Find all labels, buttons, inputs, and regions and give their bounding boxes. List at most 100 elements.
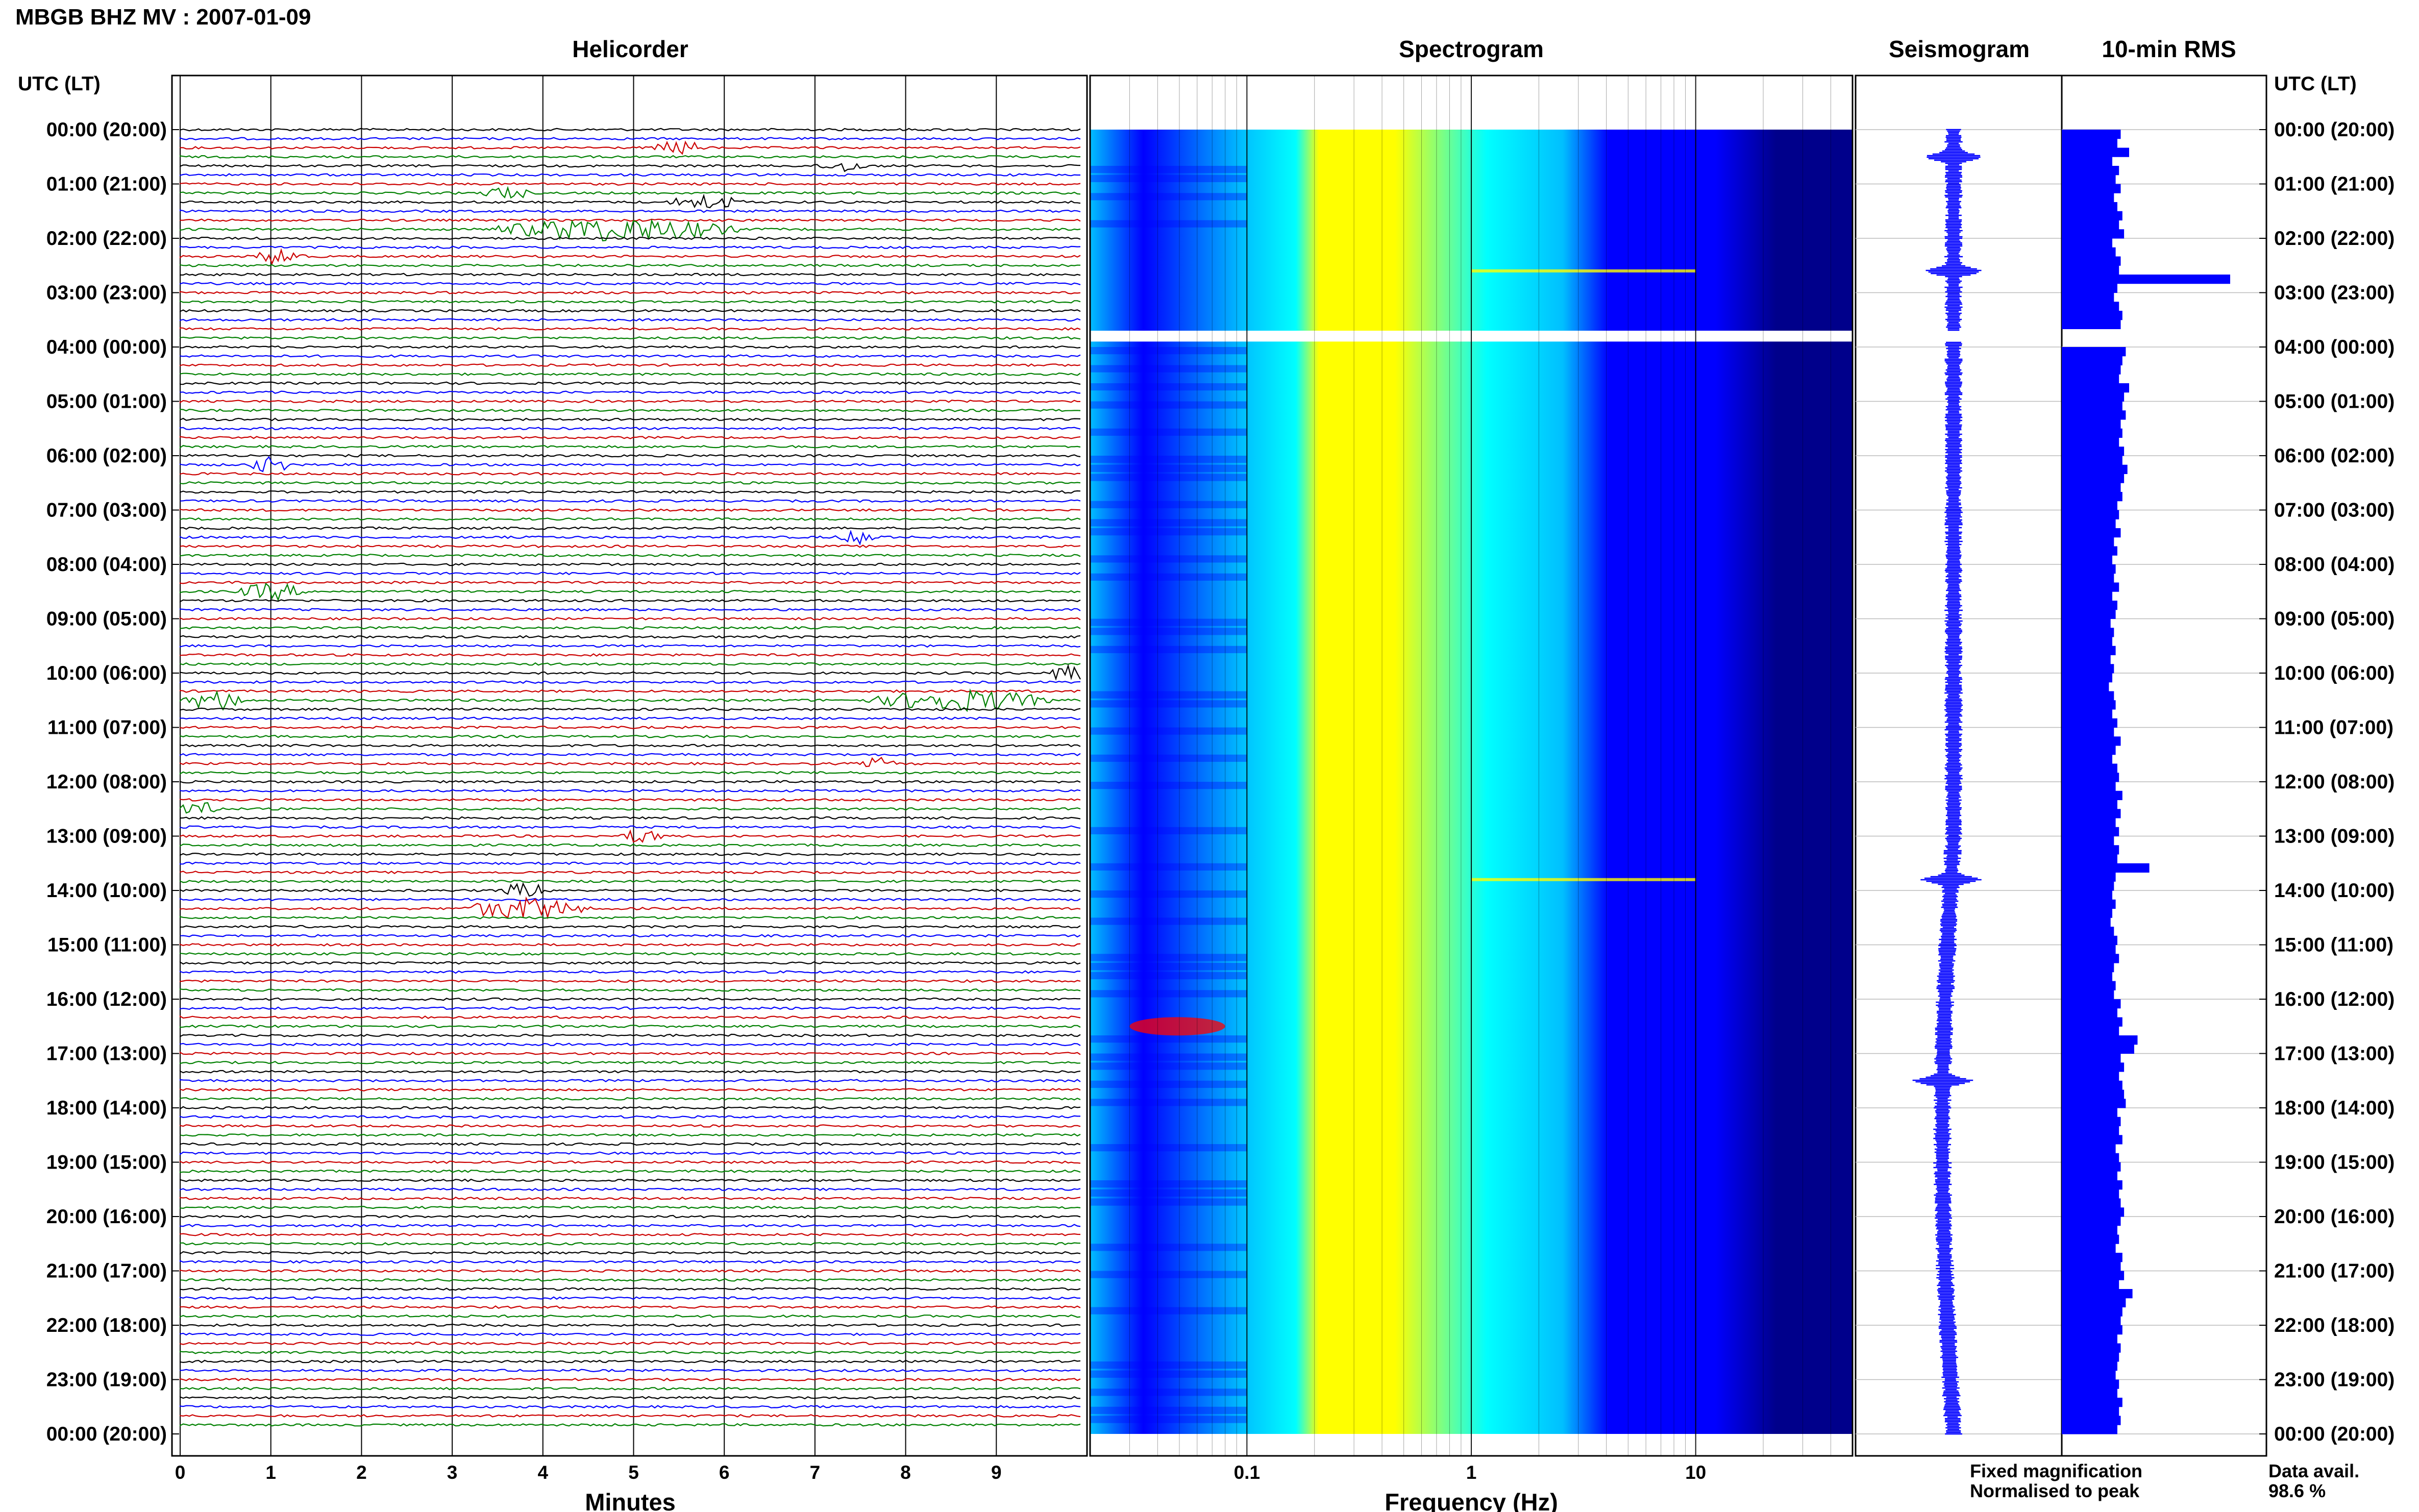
- spectrogram-texture: [1090, 401, 1247, 409]
- rms-bar: [2062, 501, 2117, 510]
- rms-bar: [2062, 990, 2114, 1000]
- rms-bar: [2062, 1153, 2119, 1162]
- rms-bar: [2062, 1389, 2117, 1398]
- time-label-right: 02:00 (22:00): [2274, 228, 2395, 250]
- spectrogram-texture: [1090, 1189, 1247, 1197]
- spectrogram-texture: [1090, 464, 1247, 472]
- rms-bar: [2062, 302, 2119, 311]
- spectrogram-texture: [1090, 963, 1247, 971]
- frequency-tick-label: 1: [1466, 1462, 1477, 1483]
- spectrogram-feature: [1471, 269, 1696, 272]
- rms-bar: [2062, 1253, 2122, 1262]
- rms-bar: [2062, 283, 2117, 293]
- time-label-right: 09:00 (05:00): [2274, 608, 2395, 630]
- rms-bar: [2062, 392, 2125, 402]
- rms-bar: [2062, 138, 2117, 148]
- helicorder-trace: [179, 1314, 1081, 1318]
- minute-tick-label: 9: [991, 1462, 1002, 1483]
- helicorder-trace: [179, 327, 1081, 331]
- helicorder-trace: [179, 400, 1080, 404]
- helicorder-trace: [179, 689, 1081, 693]
- rms-bar: [2062, 447, 2125, 456]
- rms-bar: [2062, 1108, 2117, 1118]
- time-label-right: 00:00 (20:00): [2274, 119, 2395, 141]
- rms-bar: [2062, 1298, 2126, 1307]
- rms-bar: [2062, 646, 2116, 655]
- spectrogram-texture: [1090, 863, 1247, 871]
- time-label-right: 22:00 (18:00): [2274, 1315, 2395, 1336]
- spectrogram-texture: [1090, 456, 1247, 463]
- helicorder-trace: [179, 1287, 1081, 1291]
- rms-bar: [2062, 464, 2128, 474]
- left-axis-title: UTC (LT): [18, 73, 101, 95]
- helicorder-trace: [179, 979, 1081, 983]
- helicorder-trace: [179, 1342, 1081, 1345]
- rms-bar: [2062, 202, 2117, 212]
- time-label-right: 15:00 (11:00): [2274, 934, 2393, 956]
- helicorder-trace: [179, 140, 1081, 155]
- rms-bar: [2062, 1053, 2121, 1063]
- helicorder-panel: [171, 75, 1088, 1457]
- time-label-right: 10:00 (06:00): [2274, 662, 2395, 684]
- helicorder-trace: [179, 218, 1081, 222]
- helicorder-trace: [179, 454, 1081, 458]
- helicorder-trace: [179, 282, 1081, 286]
- rms-bar: [2062, 147, 2129, 157]
- rms-bar: [2062, 573, 2114, 583]
- helicorder-trace: [179, 456, 1081, 473]
- rms-bar: [2062, 211, 2122, 220]
- helicorder-trace: [179, 318, 1081, 322]
- rms-bar: [2062, 691, 2114, 701]
- rms-bar: [2062, 247, 2116, 257]
- time-label-left: 01:00 (21:00): [46, 173, 167, 195]
- rms-bar: [2062, 1352, 2119, 1362]
- time-label-left: 00:00 (20:00): [46, 1423, 167, 1445]
- helicorder-trace: [179, 825, 1081, 829]
- helicorder-trace: [179, 553, 1081, 557]
- helicorder-trace: [179, 417, 1081, 422]
- helicorder-trace: [179, 726, 1081, 729]
- rms-bar: [2062, 601, 2117, 610]
- rms-bar: [2062, 981, 2116, 990]
- helicorder-trace: [179, 490, 1081, 494]
- helicorder-trace: [179, 300, 1081, 304]
- time-label-right: 18:00 (14:00): [2274, 1097, 2395, 1119]
- rms-bar: [2062, 1334, 2117, 1344]
- rms-panel: [2061, 75, 2267, 1457]
- helicorder-trace: [180, 934, 1081, 938]
- spectrogram-texture: [1090, 618, 1247, 626]
- time-label-right: 23:00 (19:00): [2274, 1369, 2395, 1391]
- helicorder-trace: [179, 1024, 1081, 1028]
- helicorder-trace: [179, 680, 1081, 684]
- rms-bar: [2062, 1099, 2126, 1108]
- helicorder-trace: [179, 816, 1081, 820]
- rms-bar: [2062, 347, 2126, 357]
- x-axis-ticks: 0 1 2 3 4 5 6 7 8 9 0.1 1 10: [175, 1462, 1707, 1483]
- rms-bar: [2062, 428, 2122, 438]
- rms-bar: [2062, 166, 2119, 176]
- rms-bar: [2062, 319, 2121, 329]
- spectrogram-texture: [1090, 628, 1247, 635]
- rms-bar: [2062, 193, 2114, 203]
- helicorder-trace: [179, 517, 1081, 521]
- rms-bar: [2062, 1044, 2134, 1054]
- rms-bar: [2062, 746, 2116, 755]
- spectrogram-texture: [1090, 700, 1247, 708]
- helicorder-trace: [179, 925, 1081, 929]
- spectrogram-texture: [1090, 555, 1247, 563]
- helicorder-trace: [179, 582, 1081, 602]
- time-label-left: 16:00 (12:00): [46, 988, 167, 1010]
- helicorder-trace: [180, 1278, 1081, 1282]
- helicorder-trace: [179, 1051, 1081, 1055]
- time-label-left: 11:00 (07:00): [47, 717, 167, 739]
- minute-tick-label: 4: [538, 1462, 549, 1483]
- time-label-left: 07:00 (03:00): [46, 500, 167, 522]
- time-label-left: 06:00 (02:00): [46, 445, 167, 467]
- helicorder-trace: [179, 871, 1081, 875]
- helicorder-trace: [179, 952, 1081, 956]
- rms-bar: [2062, 175, 2116, 184]
- rms-bar: [2062, 709, 2112, 719]
- helicorder-trace: [179, 756, 1081, 767]
- rms-bar: [2062, 1062, 2125, 1072]
- time-label-right: 21:00 (17:00): [2274, 1260, 2395, 1282]
